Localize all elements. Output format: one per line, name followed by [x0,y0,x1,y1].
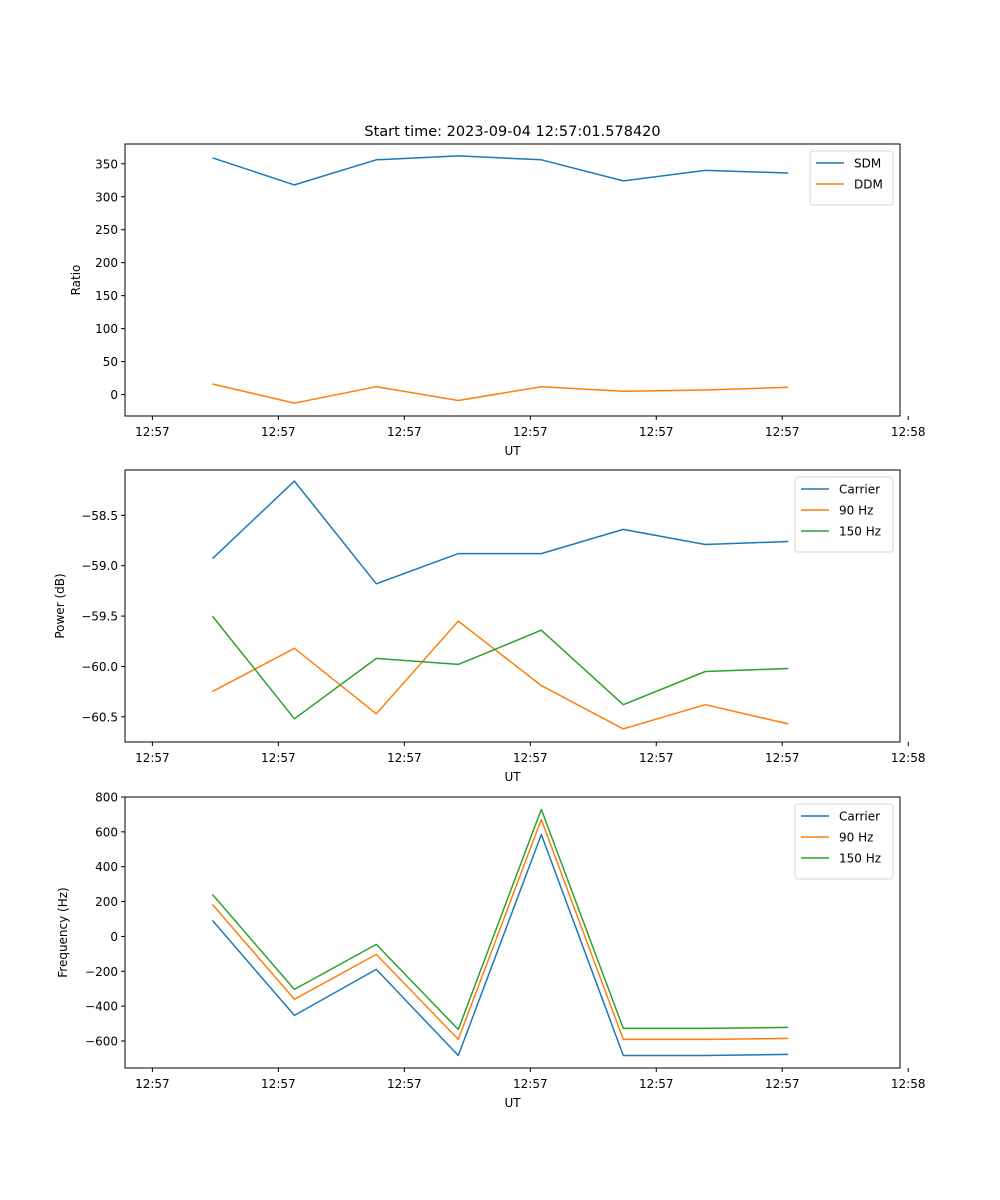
legend-box [809,150,894,206]
x-axis-label: UT [504,444,521,458]
x-tick-label: 12:58 [891,751,926,765]
x-axis-label: UT [504,770,521,784]
legend-label: Carrier [839,810,880,824]
y-tick-label: 200 [95,895,118,909]
x-tick-label: 12:58 [891,425,926,439]
y-tick-label: 0 [110,388,118,402]
y-tick-label: −60.5 [81,710,118,724]
x-tick-label: 12:57 [387,425,422,439]
y-tick-label: 0 [110,930,118,944]
legend: SDM DDM [809,150,894,206]
legend-label: Carrier [839,483,880,497]
y-tick-label: 600 [95,825,118,839]
subplot-3: 12:57 12:57 12:57 12:57 12:57 12:57 12:58 800 60… [56,791,926,1111]
x-tick-label: 12:57 [261,751,296,765]
legend: Carrier 90 Hz 150 Hz [794,803,894,880]
x-tick-label: 12:57 [765,1077,800,1091]
legend-label: 150 Hz [839,525,881,539]
y-tick-label: 300 [95,190,118,204]
legend-label: 150 Hz [839,852,881,866]
x-tick-label: 12:57 [513,1077,548,1091]
x-axis-label: UT [504,1096,521,1110]
axes-frame [124,796,901,1069]
y-tick-label: 150 [95,289,118,303]
series-line-ddm [212,383,789,404]
x-tick-label: 12:57 [639,425,674,439]
series-line-150-hz [211,615,789,720]
y-axis-label: Power (dB) [53,573,67,638]
series-line-sdm [212,155,789,186]
x-tick-label: 12:57 [135,751,170,765]
x-tick-label: 12:57 [513,425,548,439]
x-tick-label: 12:57 [387,1077,422,1091]
figure-title: Start time: 2023-09-04 12:57:01.578420 [364,124,660,140]
y-tick-label: 800 [95,791,118,805]
series-line-90-hz [212,620,789,730]
axes-frame [124,143,901,417]
legend-box [794,476,894,553]
x-tick-label: 12:57 [135,1077,170,1091]
y-tick-label: 200 [95,256,118,270]
x-tick-label: 12:57 [261,1077,296,1091]
y-tick-label: 350 [95,157,118,171]
y-tick-label: 400 [95,860,118,874]
legend-label: 90 Hz [839,831,873,845]
x-tick-label: 12:57 [513,751,548,765]
x-tick-label: 12:57 [387,751,422,765]
x-tick-label: 12:57 [765,751,800,765]
series-line-150-hz [211,808,789,1031]
x-tick-label: 12:57 [135,425,170,439]
y-tick-label: 250 [95,223,118,237]
y-tick-label: 100 [95,322,118,336]
y-tick-label: −200 [85,965,118,979]
legend: Carrier 90 Hz 150 Hz [794,476,894,553]
y-axis-label: Frequency (Hz) [56,887,70,978]
series-line-carrier [211,480,789,585]
x-tick-label: 12:57 [765,425,800,439]
legend-label: 90 Hz [839,504,873,518]
subplot-2: 12:57 12:57 12:57 12:57 12:57 12:57 12:58 −58.5… [53,469,926,784]
legend-box [794,803,894,880]
y-tick-label: −59.0 [81,559,118,573]
y-tick-label: 50 [103,355,118,369]
y-tick-label: −59.5 [81,610,118,624]
x-tick-label: 12:57 [261,425,296,439]
y-axis-label: Ratio [69,265,83,296]
axes-frame [124,469,901,743]
y-tick-label: −58.5 [81,509,118,523]
y-tick-label: −600 [85,1034,118,1048]
legend-label: SDM [854,157,881,171]
x-tick-label: 12:57 [639,1077,674,1091]
series-line-90-hz [211,818,789,1041]
series-line-carrier [211,833,789,1057]
x-tick-label: 12:58 [891,1077,926,1091]
subplot-1: 12:57 12:57 12:57 12:57 12:57 12:57 12:58 0 50 10… [69,143,926,458]
legend-label: DDM [854,178,883,192]
x-tick-label: 12:57 [639,751,674,765]
y-tick-label: −60.0 [81,660,118,674]
y-tick-label: −400 [85,1000,118,1014]
